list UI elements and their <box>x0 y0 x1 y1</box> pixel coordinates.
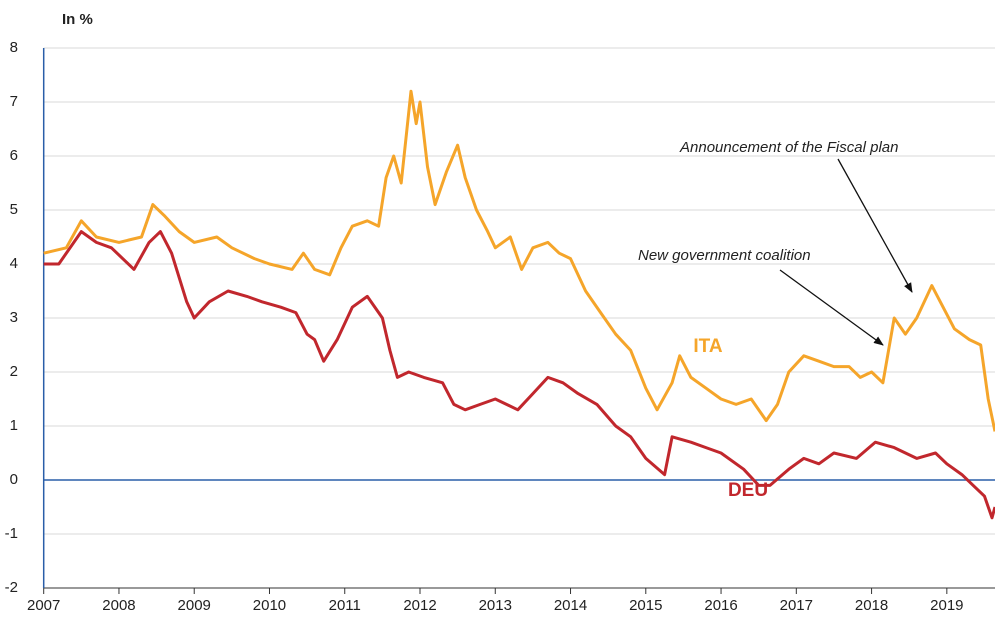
x-tick-label: 2014 <box>554 597 587 614</box>
x-tick-label: 2017 <box>780 597 813 614</box>
series-line <box>43 89 995 432</box>
y-tick-label: 6 <box>10 147 18 164</box>
x-tick-label: 2015 <box>629 597 662 614</box>
series-line <box>43 230 995 520</box>
x-tick-label: 2009 <box>178 597 211 614</box>
annotation: Announcement of the Fiscal plan <box>679 139 898 156</box>
x-tick-label: 2012 <box>403 597 436 614</box>
series-label: DEU <box>728 480 768 501</box>
y-tick-label: 4 <box>10 255 18 272</box>
x-tick-label: 2008 <box>102 597 135 614</box>
annotation-arrow <box>837 158 913 293</box>
grid <box>42 47 995 594</box>
x-tick-label: 2016 <box>704 597 737 614</box>
x-tick-label: 2013 <box>479 597 512 614</box>
lines <box>43 89 995 520</box>
y-tick-label: -2 <box>5 579 18 596</box>
y-tick-label: 7 <box>10 93 18 110</box>
y-tick-label: -1 <box>5 525 18 542</box>
series-label: ITA <box>693 336 722 357</box>
x-tick-label: 2010 <box>253 597 286 614</box>
annotation-arrow <box>779 269 884 346</box>
x-tick-label: 2011 <box>329 597 361 614</box>
x-tick-label: 2007 <box>27 597 60 614</box>
y-tick-label: 3 <box>10 309 18 326</box>
y-axis-label: In % <box>62 11 93 28</box>
y-tick-label: 8 <box>10 39 18 56</box>
y-tick-label: 0 <box>10 471 18 488</box>
annotation: New government coalition <box>638 247 811 264</box>
y-tick-label: 2 <box>10 363 18 380</box>
y-tick-label: 5 <box>10 201 18 218</box>
x-tick-label: 2019 <box>930 597 963 614</box>
x-tick-label: 2018 <box>855 597 888 614</box>
y-tick-label: 1 <box>10 417 18 434</box>
